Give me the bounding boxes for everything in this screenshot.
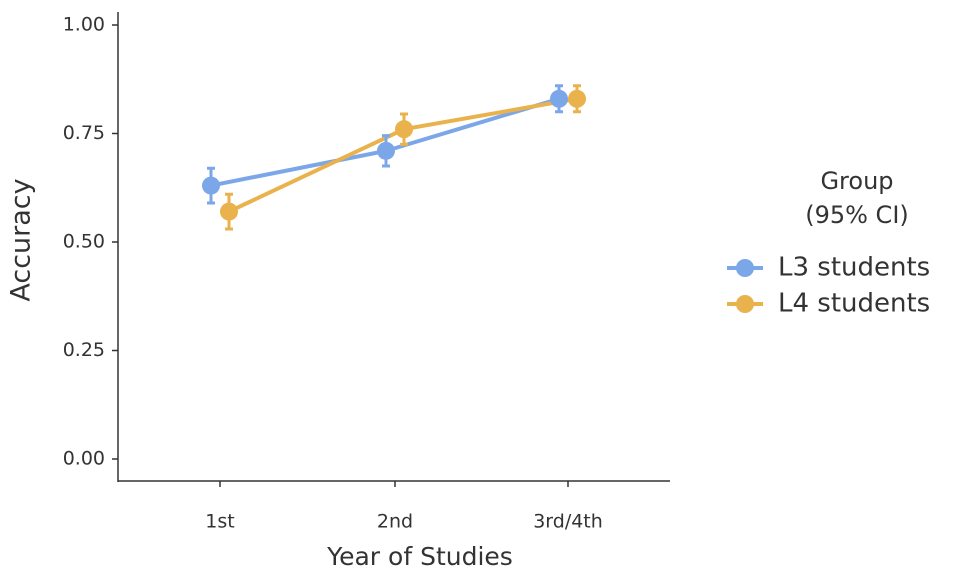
point	[220, 202, 238, 221]
y-tick-label: 0.75	[63, 122, 105, 144]
legend-label: L4 students	[778, 289, 930, 319]
point	[202, 176, 220, 195]
y-tick-label: 0.25	[63, 339, 105, 361]
x-axis-label: Year of Studies	[326, 542, 513, 571]
y-tick-label: 1.00	[63, 14, 105, 36]
point	[550, 89, 568, 108]
y-tick-label: 0.00	[63, 448, 105, 470]
x-tick-label: 2nd	[377, 511, 413, 533]
y-tick-label: 0.50	[63, 231, 105, 253]
legend-swatch	[736, 295, 754, 313]
legend-title: Group	[820, 167, 893, 195]
legend-label: L3 students	[778, 253, 930, 283]
point	[568, 89, 586, 108]
x-tick-label: 3rd/4th	[533, 511, 603, 533]
point	[377, 141, 395, 160]
point	[395, 120, 413, 139]
legend-title: (95% CI)	[805, 201, 909, 229]
x-tick-label: 1st	[205, 511, 234, 533]
y-axis-label: Accuracy	[6, 178, 37, 301]
legend-swatch	[736, 259, 754, 277]
